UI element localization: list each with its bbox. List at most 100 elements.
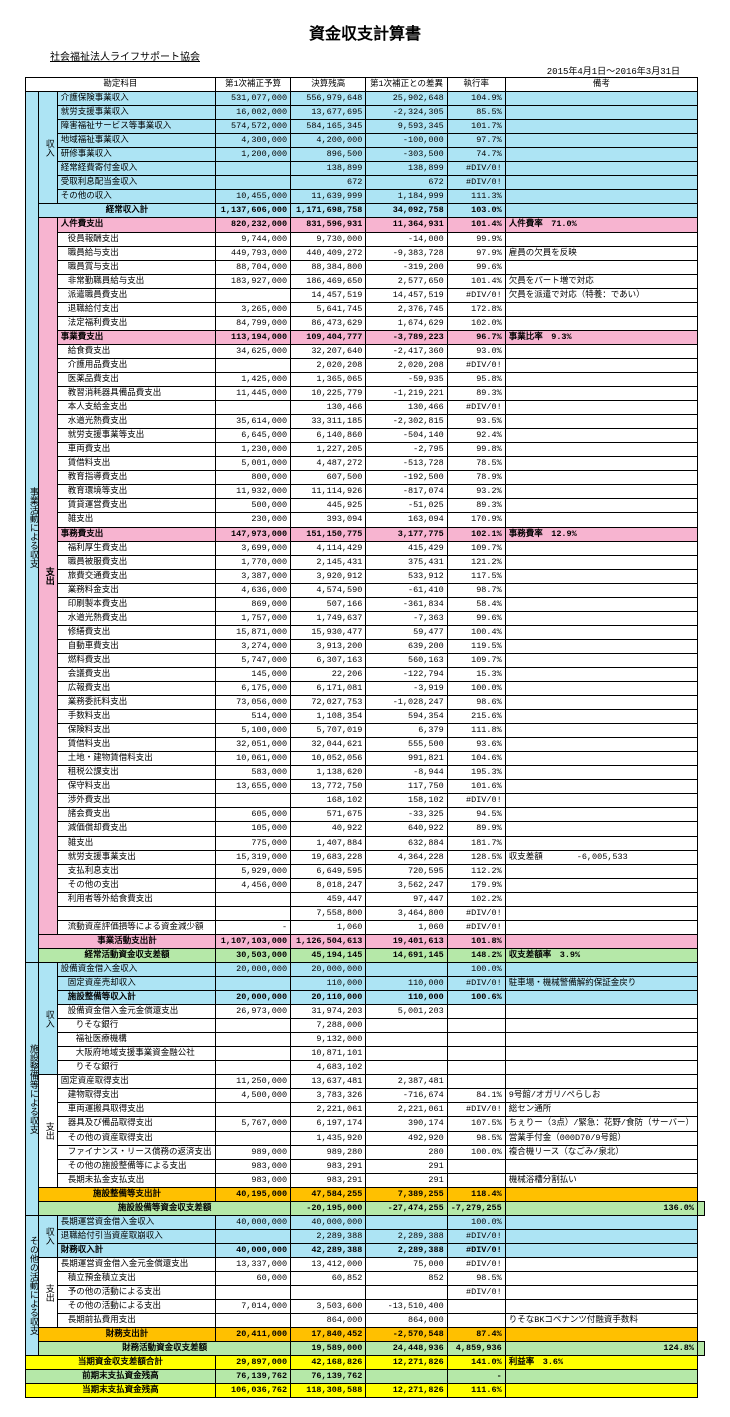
- row-val: 109,404,777: [291, 330, 366, 344]
- row-note: [505, 667, 697, 681]
- row-note: りそなBKコベナンツ付融資手数料: [505, 1314, 697, 1328]
- row-label: 医薬品費支出: [57, 372, 215, 386]
- row-val: 100.0%: [447, 1145, 505, 1159]
- row-val: 6,645,000: [215, 429, 290, 443]
- row-note: [505, 836, 697, 850]
- row-val: -33,325: [366, 808, 447, 822]
- row-val: 632,884: [366, 836, 447, 850]
- row-label: 役員報酬支出: [57, 232, 215, 246]
- row-val: 183,927,000: [215, 274, 290, 288]
- row-val: 13,655,000: [215, 780, 290, 794]
- row-val: #DIV/0!: [447, 1103, 505, 1117]
- row-val: 98.6%: [447, 696, 505, 710]
- row-val: 2,577,650: [366, 274, 447, 288]
- row-val: 86,473,629: [291, 316, 366, 330]
- row-val: 864,000: [366, 1314, 447, 1328]
- row-val: 4,456,000: [215, 878, 290, 892]
- row-val: 195.3%: [447, 766, 505, 780]
- rev-total: 1,137,606,000: [215, 204, 290, 218]
- row-val: 864,000: [291, 1314, 366, 1328]
- row-val: 4,636,000: [215, 583, 290, 597]
- row-val: 88,384,800: [291, 260, 366, 274]
- row-label: 旅費交通費支出: [57, 569, 215, 583]
- row-val: 989,280: [291, 1145, 366, 1159]
- row-val: 32,207,640: [291, 344, 366, 358]
- row-note: [505, 738, 697, 752]
- row-note: [505, 1033, 697, 1047]
- row-val: 3,562,247: [366, 878, 447, 892]
- row-val: 20,000,000: [215, 991, 290, 1005]
- row-val: 147,973,000: [215, 527, 290, 541]
- row-val: [447, 1005, 505, 1019]
- row-val: 831,596,931: [291, 218, 366, 232]
- row-label: 教育指導費支出: [57, 471, 215, 485]
- cat-facility: 施設整備等による収支: [26, 962, 39, 1215]
- row-val: 110,000: [366, 991, 447, 1005]
- row-val: 15,871,000: [215, 625, 290, 639]
- row-note: [505, 920, 697, 934]
- row-note: [505, 864, 697, 878]
- row-val: 104.9%: [447, 92, 505, 106]
- row-val: #DIV/0!: [447, 176, 505, 190]
- row-note: [505, 766, 697, 780]
- row-note: [505, 1300, 697, 1314]
- row-val: 869,000: [215, 597, 290, 611]
- row-label: 車両運搬具取得支出: [57, 1103, 215, 1117]
- row-val: -513,728: [366, 457, 447, 471]
- row-val: #DIV/0!: [447, 401, 505, 415]
- row-val: 531,077,000: [215, 92, 290, 106]
- row-note: [505, 653, 697, 667]
- row-val: 97,447: [366, 892, 447, 906]
- doc-title: 資金収支計算書: [20, 20, 710, 44]
- row-label: [57, 906, 215, 920]
- row-label: 就労支援事業等支出: [57, 429, 215, 443]
- row-val: [215, 358, 290, 372]
- row-val: -1,028,247: [366, 696, 447, 710]
- row-val: 9,593,345: [366, 120, 447, 134]
- row-note: [505, 639, 697, 653]
- row-val: 4,364,228: [366, 850, 447, 864]
- row-val: #DIV/0!: [447, 977, 505, 991]
- row-val: 98.5%: [447, 1271, 505, 1285]
- diff3: 財務活動資金収支差額: [39, 1342, 291, 1356]
- row-val: [447, 1061, 505, 1075]
- row-val: 10,052,056: [291, 752, 366, 766]
- row-val: 158,102: [366, 794, 447, 808]
- row-val: #DIV/0!: [447, 358, 505, 372]
- row-val: 672: [366, 176, 447, 190]
- row-val: 97.9%: [447, 246, 505, 260]
- row-label: 支払利息支出: [57, 864, 215, 878]
- row-val: 111.8%: [447, 724, 505, 738]
- row-label: 租税公課支出: [57, 766, 215, 780]
- row-val: [215, 401, 290, 415]
- row-val: 375,431: [366, 555, 447, 569]
- row-val: 93.0%: [447, 344, 505, 358]
- row-label: 地域福祉事業収入: [57, 134, 215, 148]
- row-val: [447, 1019, 505, 1033]
- row-label: 人件費支出: [57, 218, 215, 232]
- row-label: 積立預金積立支出: [57, 1271, 215, 1285]
- row-val: 6,175,000: [215, 682, 290, 696]
- row-val: 11,250,000: [215, 1075, 290, 1089]
- row-note: [505, 780, 697, 794]
- row-val: 4,114,429: [291, 541, 366, 555]
- row-val: 5,001,203: [366, 1005, 447, 1019]
- row-val: [447, 1300, 505, 1314]
- row-note: 雇員の欠員を反映: [505, 246, 697, 260]
- row-val: 983,291: [291, 1173, 366, 1187]
- row-val: [366, 1286, 447, 1300]
- row-label: 長期運営資金借入金元金償還支出: [57, 1257, 215, 1271]
- row-val: 720,595: [366, 864, 447, 878]
- row-val: [447, 1314, 505, 1328]
- row-label: ファイナンス・リース償務の返済支出: [57, 1145, 215, 1159]
- row-val: 84,799,000: [215, 316, 290, 330]
- row-val: 2,376,745: [366, 302, 447, 316]
- row-label: 派遣職員費支出: [57, 288, 215, 302]
- row-label: 教育環境等支出: [57, 485, 215, 499]
- row-label: 諸会費支出: [57, 808, 215, 822]
- row-val: 100.0%: [447, 682, 505, 696]
- row-val: #DIV/0!: [447, 906, 505, 920]
- row-label: 固定資産取得支出: [57, 1075, 215, 1089]
- row-val: 102.0%: [447, 316, 505, 330]
- row-val: [291, 1286, 366, 1300]
